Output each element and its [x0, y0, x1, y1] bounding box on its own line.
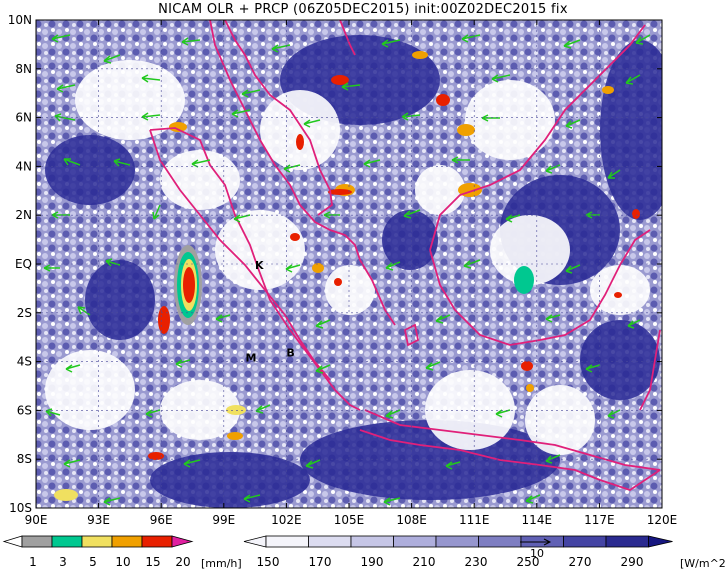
x-tick-label: 99E — [212, 513, 235, 527]
precip-colorbar-high-arrow — [171, 535, 194, 548]
y-tick-label: 2S — [17, 306, 32, 320]
precip-colorbar-label: 20 — [175, 555, 190, 569]
olr-colorbar-segment — [435, 535, 479, 548]
olr-colorbar-label: 250 — [517, 555, 540, 569]
precip-colorbar-segment — [81, 535, 113, 548]
y-axis: 10N 8N 6N 4N 2N EQ 2S 4S 6S 8S 10S — [8, 13, 662, 515]
precip-colorbar-label: 3 — [59, 555, 67, 569]
olr-colorbar-segment — [350, 535, 394, 548]
olr-colorbar-label: 190 — [361, 555, 384, 569]
borneo-coastline — [429, 24, 646, 251]
grid-lines — [36, 20, 662, 508]
y-tick-label: 4S — [17, 355, 32, 369]
y-tick-label: 8S — [17, 452, 32, 466]
olr-colorbar-segment — [265, 535, 309, 548]
olr-colorbar-label: 270 — [569, 555, 592, 569]
y-tick-label: 10S — [9, 501, 32, 515]
x-tick-label: 108E — [396, 513, 427, 527]
y-tick-label: 2N — [15, 208, 32, 222]
precip-colorbar-segment — [111, 535, 143, 548]
x-tick-label: 102E — [271, 513, 302, 527]
olr-colorbar-label: 290 — [621, 555, 644, 569]
reference-vector-label: 10 — [530, 547, 544, 560]
y-tick-label: 8N — [15, 62, 32, 76]
x-tick-label: 111E — [459, 513, 490, 527]
olr-unit-label: [W/m^2] — [680, 557, 726, 570]
station-label-k: K — [255, 259, 264, 272]
x-tick-label: 105E — [334, 513, 365, 527]
x-tick-label: 96E — [150, 513, 173, 527]
malay-peninsula-east-coastline — [224, 20, 333, 216]
malay-peninsula-coastline — [209, 20, 396, 326]
olr-colorbar-label: 170 — [309, 555, 332, 569]
x-tick-label: 90E — [25, 513, 48, 527]
precip-colorbar-label: 10 — [115, 555, 130, 569]
olr-colorbar-label: 210 — [413, 555, 436, 569]
y-tick-label: 6N — [15, 111, 32, 125]
precip-colorbar-label: 5 — [89, 555, 97, 569]
plot-area: K M B — [36, 20, 662, 508]
x-tick-label: 117E — [584, 513, 615, 527]
y-tick-label: 4N — [15, 159, 32, 173]
coastlines — [149, 20, 661, 491]
olr-colorbar-segment — [563, 535, 607, 548]
java-coastline — [359, 429, 661, 491]
station-markers: K M B — [245, 259, 294, 365]
y-tick-label: 10N — [8, 13, 32, 27]
x-axis: 90E 93E 96E 99E 102E 105E 108E 111E 114E 117E 120E — [25, 20, 678, 527]
precip-colorbar-low-arrow — [2, 535, 23, 548]
x-tick-label: 114E — [522, 513, 553, 527]
borneo-south-coastline — [429, 229, 651, 346]
precip-unit-label: [mm/h] — [201, 557, 242, 570]
sulawesi-coastline — [639, 329, 661, 411]
figure-title: NICAM OLR + PRCP (06Z05DEC2015) init:00Z… — [158, 2, 568, 17]
reference-vector-arrowhead — [543, 538, 552, 546]
precipitation-colorbar: 1 3 5 10 15 20 [mm/h] — [2, 535, 242, 570]
olr-colorbar-high-arrow — [648, 535, 673, 548]
precip-colorbar-label: 15 — [145, 555, 160, 569]
olr-colorbar-segment — [308, 535, 352, 548]
java-north-coastline — [364, 409, 661, 471]
sumatra-coastline — [149, 127, 361, 411]
wind-vectors — [43, 34, 651, 506]
precipitation-cells — [54, 51, 640, 501]
olr-low-cloud-areas — [45, 35, 662, 508]
station-label-m: M — [245, 352, 256, 365]
olr-colorbar-label: 150 — [257, 555, 280, 569]
y-tick-label: EQ — [15, 257, 32, 271]
x-tick-label: 120E — [647, 513, 678, 527]
y-tick-label: 6S — [17, 403, 32, 417]
station-label-b: B — [286, 347, 294, 360]
precip-colorbar-label: 1 — [29, 555, 37, 569]
olr-colorbar-segment — [605, 535, 649, 548]
olr-colorbar-segment — [393, 535, 437, 548]
precip-colorbar-segment — [51, 535, 83, 548]
precip-colorbar-segment — [141, 535, 173, 548]
olr-colorbar-segment — [478, 535, 522, 548]
sumatra-west-coastline — [149, 129, 331, 381]
precip-colorbar-segment — [21, 535, 53, 548]
olr-colorbar-low-arrow — [243, 535, 267, 548]
x-tick-label: 93E — [87, 513, 110, 527]
olr-colorbar: 150 170 190 210 230 250 270 290 10 [W/m^2] — [243, 535, 726, 570]
borneo-north-tip — [339, 20, 356, 56]
olr-colorbar-label: 230 — [465, 555, 488, 569]
